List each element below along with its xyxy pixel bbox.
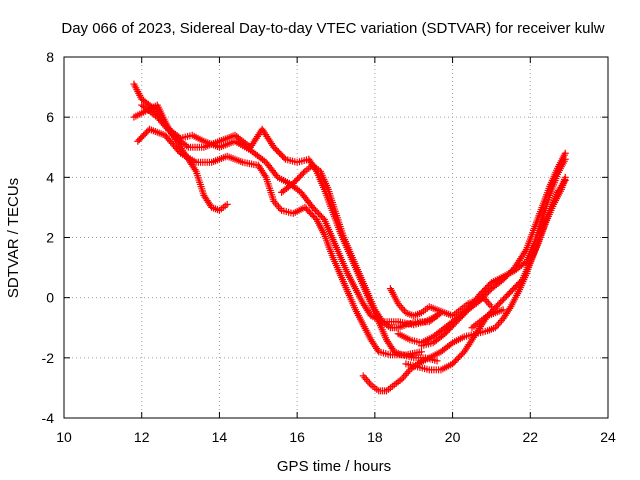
data-point <box>319 214 327 222</box>
series-trace-3 <box>134 125 425 359</box>
y-tick-label: -2 <box>42 350 55 366</box>
data-point <box>361 374 369 382</box>
x-tick-label: 14 <box>212 429 228 445</box>
x-tick-label: 16 <box>289 429 305 445</box>
data-point <box>295 187 303 195</box>
chart-title: Day 066 of 2023, Sidereal Day-to-day VTE… <box>61 20 604 37</box>
x-tick-label: 10 <box>56 429 72 445</box>
y-tick-label: 0 <box>46 290 54 306</box>
data-point <box>191 166 199 174</box>
data-point <box>362 375 370 383</box>
data-point <box>260 157 268 165</box>
data-point <box>486 301 494 309</box>
data-point <box>359 372 367 380</box>
series-trace-4 <box>138 101 441 365</box>
data-point <box>261 172 269 180</box>
data-point <box>273 201 281 209</box>
markers <box>130 80 569 395</box>
data-point <box>494 320 502 328</box>
data-point <box>506 304 514 312</box>
x-tick-label: 22 <box>522 429 538 445</box>
data-point <box>517 277 525 285</box>
series-trace-9 <box>417 155 569 350</box>
series-trace-5 <box>278 161 445 332</box>
y-tick-label: 2 <box>46 230 54 246</box>
data-point <box>400 373 408 381</box>
series-trace-8 <box>402 173 569 374</box>
y-tick-label: 6 <box>46 109 54 125</box>
x-tick-label: 20 <box>445 429 461 445</box>
x-axis-title: GPS time / hours <box>277 458 391 475</box>
data-point <box>561 149 569 157</box>
data-point <box>223 200 231 208</box>
data-point <box>399 305 407 313</box>
data-point <box>397 303 405 311</box>
x-tick-label: 18 <box>367 429 383 445</box>
data-point <box>433 357 441 365</box>
y-axis-title: SDTVAR / TECUs <box>5 178 22 298</box>
data-point <box>561 155 569 163</box>
data-point <box>364 377 372 385</box>
data-point <box>404 368 412 376</box>
data-point <box>496 318 504 326</box>
series-trace-6 <box>359 176 569 395</box>
data-point <box>499 306 507 314</box>
y-tick-label: -4 <box>42 410 55 426</box>
data-point <box>401 371 409 379</box>
data-point <box>403 369 411 377</box>
data-point <box>484 299 492 307</box>
data-point <box>299 169 307 177</box>
y-tick-label: 4 <box>46 169 54 185</box>
series-trace-11 <box>468 306 507 332</box>
data-point <box>280 154 288 162</box>
data-point <box>183 142 191 150</box>
data-point <box>447 340 455 348</box>
series-trace-10 <box>386 285 495 320</box>
data-point <box>487 303 495 311</box>
data-point <box>152 112 160 120</box>
data-point <box>417 348 425 356</box>
data-point <box>378 316 386 324</box>
data-point <box>167 130 175 138</box>
x-tick-label: 24 <box>600 429 616 445</box>
data-point <box>561 173 569 181</box>
data-point <box>365 379 373 387</box>
data-point <box>274 203 282 211</box>
y-tick-label: 8 <box>46 49 54 65</box>
x-tick-label: 12 <box>134 429 150 445</box>
